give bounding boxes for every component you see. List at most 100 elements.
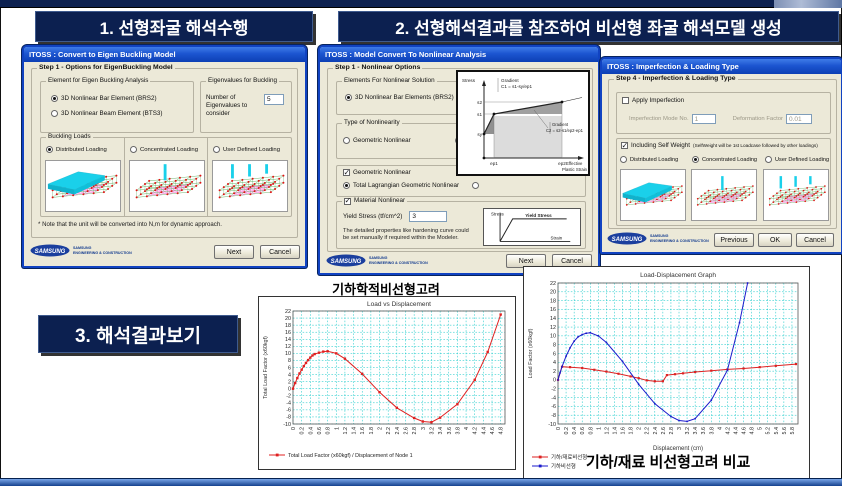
material-note: The detailed properties like hardening c… — [343, 228, 469, 241]
svg-text:20: 20 — [550, 290, 556, 296]
svg-text:2.2: 2.2 — [386, 427, 392, 435]
svg-text:14: 14 — [550, 316, 556, 322]
cancel-button[interactable]: Cancel — [260, 245, 300, 259]
svg-text:0.6: 0.6 — [317, 427, 323, 435]
group-element-type: Element for Eigen Buckling Analysis 3D N… — [40, 77, 194, 133]
svg-text:-2: -2 — [286, 394, 291, 400]
radio-total-lagrangian[interactable]: Total Lagrangian Geometric Nonlinear — [343, 182, 480, 189]
dialog1-titlebar[interactable]: ITOSS : Convert to Eigen Buckling Model — [24, 47, 305, 62]
radio-icon — [343, 182, 350, 189]
section-title-1: 1. 선형좌굴 해석수행 — [35, 11, 313, 42]
truss-slab-image — [47, 171, 118, 199]
group-nonlinear-label: Step 1 - Nonlinear Options — [333, 64, 423, 72]
svg-text:0.2: 0.2 — [564, 427, 570, 435]
checkbox-apply-imperfection[interactable]: Apply Imperfection — [622, 97, 684, 104]
svg-text:-4: -4 — [551, 395, 556, 401]
group-eigenvalues-label: Eigenvalues for Buckling — [206, 77, 279, 85]
samsung-logo-text: SAMSUNG ENGINEERING & CONSTRUCTION — [73, 246, 132, 255]
deformation-factor-input[interactable] — [786, 114, 813, 124]
svg-text:18: 18 — [550, 298, 556, 304]
svg-text:3.6: 3.6 — [701, 427, 707, 435]
ok-button[interactable]: OK — [758, 233, 792, 247]
previous-button[interactable]: Previous — [714, 233, 754, 247]
svg-text:Total Load Factor (x60kgf) / D: Total Load Factor (x60kgf) / Displacemen… — [288, 453, 413, 459]
svg-text:4.4: 4.4 — [733, 427, 739, 435]
chart1-svg: Load vs Displacement2220181614121086420-… — [263, 301, 506, 459]
svg-text:-10: -10 — [548, 422, 556, 428]
checkbox-geometric-nonlinear[interactable]: Geometric Nonlinear — [343, 168, 411, 177]
svg-text:4.8: 4.8 — [750, 427, 756, 435]
svg-text:22: 22 — [285, 309, 291, 315]
svg-text:4.2: 4.2 — [473, 427, 479, 435]
group-buckling-loads: Buckling Loads Distributed Loading — [40, 133, 292, 217]
radio-second-lagrangian[interactable] — [472, 182, 480, 189]
svg-text:Stress: Stress — [491, 211, 505, 216]
eigenvalues-field-row: Number of Eigenvalues to consider — [206, 94, 284, 118]
checkbox-material-nonlinear[interactable]: Material Nonlinear — [342, 197, 408, 205]
chart2-overlay-title: 기하/재료 비선형고려 비교 — [586, 454, 751, 471]
svg-text:2: 2 — [378, 427, 384, 430]
svg-text:ep2: ep2 — [558, 161, 566, 166]
svg-text:0.8: 0.8 — [588, 427, 594, 435]
group-step4-label: Step 4 - Imperfection & Loading Type — [614, 75, 738, 83]
radio-icon — [213, 146, 220, 153]
next-button[interactable]: Next — [214, 245, 254, 259]
truss-slab-image — [622, 182, 683, 206]
radio-icon — [765, 156, 772, 163]
yield-stress-row: Yield Stress (tf/cm^2) — [343, 211, 448, 222]
preview-userdefined-loading — [212, 160, 288, 212]
dialog-convert-eigen-buckling: ITOSS : Convert to Eigen Buckling Model … — [22, 45, 307, 268]
radio-icon — [51, 95, 58, 102]
radio-geometric-nonlinear[interactable]: Geometric Nonlinear — [343, 137, 411, 144]
radio-3d-bar-elements[interactable]: 3D Nonlinear Bar Elements (BRS2) — [345, 94, 454, 101]
svg-text:1.6: 1.6 — [360, 427, 366, 435]
yield-stress-input[interactable] — [409, 211, 448, 222]
buckling-col-userdefined: User Defined Loading — [207, 138, 292, 216]
svg-text:16: 16 — [285, 330, 291, 336]
samsung-logo: SAMSUNG SAMSUNG ENGINEERING & CONSTRUCTI… — [30, 244, 132, 257]
svg-text:Gradient: Gradient — [501, 78, 519, 83]
svg-text:1.2: 1.2 — [604, 427, 610, 435]
svg-text:5.4: 5.4 — [774, 427, 780, 435]
radio-icon — [692, 156, 699, 163]
radio-icon — [46, 146, 53, 153]
dialog3-titlebar[interactable]: ITOSS : Imperfection & Loading Type — [602, 59, 841, 74]
dialog3-body: Step 4 - Imperfection & Loading Type App… — [602, 74, 841, 252]
cancel-button[interactable]: Cancel — [796, 233, 834, 247]
section-title-1-text: 1. 선형좌굴 해석수행 — [99, 19, 249, 38]
radio-concentrated-loading[interactable]: Concentrated Loading — [130, 146, 198, 153]
radio-bar-element[interactable]: 3D Nonlinear Bar Element (BRS2) — [51, 95, 157, 102]
svg-text:5.2: 5.2 — [766, 427, 772, 435]
radio-distributed-loading[interactable]: Distributed Loading — [620, 156, 678, 163]
dialog2-titlebar[interactable]: ITOSS : Model Convert To Nonlinear Analy… — [320, 47, 598, 62]
svg-text:1: 1 — [334, 427, 340, 430]
svg-text:Load Factor (x60kgf): Load Factor (x60kgf) — [528, 328, 534, 378]
yield-stress-label: Yield Stress (tf/cm^2) — [343, 213, 403, 220]
radio-concentrated-loading[interactable]: Concentrated Loading — [692, 156, 757, 163]
eigenvalues-input[interactable] — [264, 94, 284, 105]
chart-comparison-graph: Load-Displacement Graph 22 20 18 16 14 12 10 8 6 4… — [523, 266, 810, 480]
svg-text:1.8: 1.8 — [369, 427, 375, 435]
radio-userdefined-loading[interactable]: User Defined Loading — [765, 156, 829, 163]
radio-distributed-loading[interactable]: Distributed Loading — [46, 146, 107, 153]
radio-icon — [345, 94, 352, 101]
radio-beam-element[interactable]: 3D Nonlinear Beam Element (BTS3) — [51, 110, 163, 117]
group-eigenvalues: Eigenvalues for Buckling Number of Eigen… — [200, 77, 292, 133]
preview-concentrated-loading — [129, 160, 205, 212]
svg-text:3.4: 3.4 — [693, 427, 699, 435]
samsung-logo-text: SAMSUNG ENGINEERING & CONSTRUCTION — [650, 234, 709, 243]
samsung-logo-ellipse: SAMSUNG — [326, 254, 366, 267]
checkbox-including-selfweight[interactable]: Including Self Weight (SelfWeight will b… — [621, 141, 818, 150]
svg-text:0: 0 — [291, 427, 297, 430]
preview-distributed-loading — [620, 169, 686, 221]
radio-userdefined-loading[interactable]: User Defined Loading — [213, 146, 280, 153]
svg-text:Effective: Effective — [566, 161, 583, 166]
svg-text:2.6: 2.6 — [661, 427, 667, 435]
svg-text:4: 4 — [464, 427, 470, 430]
imperfection-mode-input[interactable] — [691, 114, 716, 124]
truss-columns-image — [218, 164, 285, 199]
section-title-2: 2. 선형해석결과를 참조하여 비선형 좌굴 해석모델 생성 — [338, 11, 839, 42]
svg-text:3.6: 3.6 — [447, 427, 453, 435]
svg-text:20: 20 — [285, 316, 291, 322]
checkbox-icon — [343, 168, 350, 177]
